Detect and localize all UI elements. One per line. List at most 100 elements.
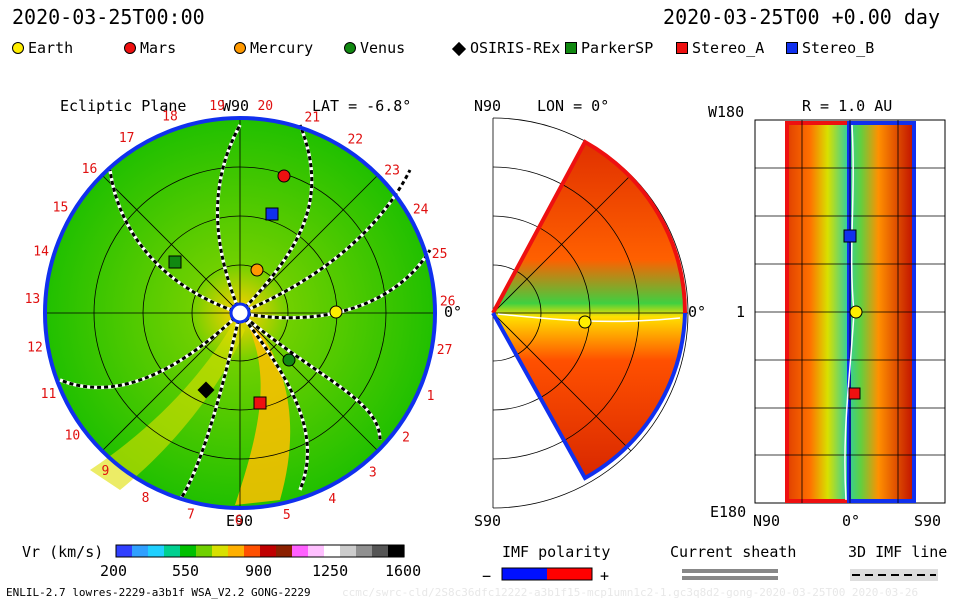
carrington-label: 7 (187, 508, 195, 523)
stereo-a-marker-icon (676, 42, 688, 54)
footer-model-info: ENLIL-2.7 lowres-2229-a3b1f WSA_V2.2 GON… (6, 586, 311, 599)
meridional-earth-marker (578, 315, 592, 329)
imf-negative-bar (502, 568, 547, 580)
ecliptic-top-label: W90 (222, 97, 250, 115)
legend-label: OSIRIS-REx (470, 39, 561, 57)
venus-marker (282, 353, 296, 367)
colorbar-segment (340, 545, 357, 557)
meridional-plot (491, 117, 689, 509)
sphere-left-top: W180 (708, 103, 745, 121)
colorbar-segment (260, 545, 277, 557)
earth-marker-icon (12, 42, 24, 54)
imf-spirals-dash (59, 124, 432, 501)
legend-label: ParkerSP (581, 39, 654, 57)
legend-label: Mercury (250, 39, 314, 57)
colorbar-tick: 200 (100, 562, 128, 580)
ecliptic-boundary (43, 116, 437, 510)
legend-label: Mars (140, 39, 177, 57)
legend-parker: ParkerSP (565, 39, 653, 57)
colorbar-segment (132, 545, 149, 557)
sphere-earth-marker (849, 305, 863, 319)
imf3d-label: 3D IMF line (848, 543, 948, 561)
footer-run-info: ccmc/swrc-cld/2S8c36dfc12222-a3b1f15-mcp… (342, 586, 919, 599)
colorbar-tick: 1600 (385, 562, 422, 580)
carrington-label: 23 (384, 164, 400, 179)
legend-venus: Venus (344, 39, 405, 57)
imf-positive-bar (547, 568, 592, 580)
colorbar-segment (116, 545, 133, 557)
colorbar-segment (212, 545, 229, 557)
carrington-label: 26 (440, 295, 456, 310)
ecliptic-title: Ecliptic Plane (60, 97, 187, 115)
meridional-right-label: 0° (688, 303, 707, 321)
legend-osiris: OSIRIS-REx (451, 39, 561, 57)
sphere-bottom-mid: 0° (842, 512, 861, 530)
sphere-left-bottom: E180 (710, 503, 747, 521)
stereo-a-marker (253, 396, 267, 410)
ecliptic-bottom-label: E90 (226, 512, 254, 530)
imf-plus-label: + (600, 567, 610, 585)
carrington-label: 17 (119, 131, 135, 146)
legend-stereo-b: Stereo_B (786, 39, 874, 57)
sun-icon (229, 302, 251, 324)
imf-minus-label: − (482, 567, 492, 585)
carrington-label: 22 (347, 132, 363, 147)
carrington-label: 10 (65, 429, 81, 444)
meridional-wedge (493, 142, 686, 478)
legend-mercury: Mercury (234, 39, 313, 57)
ecliptic-plane-plot: 2021222324252627123456789101112131415161… (25, 99, 456, 529)
carrington-label: 18 (162, 110, 178, 125)
carrington-label: 11 (41, 387, 57, 402)
sphere-bottom-right: S90 (914, 512, 942, 530)
colorbar-segment (372, 545, 389, 557)
carrington-label: 9 (101, 464, 109, 479)
carrington-label: 19 (209, 99, 225, 114)
colorbar-segment (244, 545, 261, 557)
carrington-label: 27 (437, 343, 453, 358)
meridional-lon-label: LON = 0° (537, 97, 610, 115)
carrington-label: 14 (33, 245, 49, 260)
carrington-label: 20 (257, 99, 273, 114)
sphere-stereo-b-marker (843, 229, 857, 243)
legend-label: Earth (28, 39, 74, 57)
carrington-label: 2 (402, 431, 410, 446)
carrington-label: 6 (235, 514, 243, 529)
current-sheath-line-2 (682, 576, 778, 580)
colorbar-tick: 900 (245, 562, 273, 580)
ecliptic-lat-label: LAT = -6.8° (312, 97, 412, 115)
meridional-top-label: N90 (474, 97, 502, 115)
meridional-imf-line (497, 313, 681, 323)
sphere-left-mid: 1 (736, 303, 746, 321)
colorbar-segment (308, 545, 325, 557)
legend-label: Stereo_A (692, 39, 765, 57)
mars-marker (277, 169, 291, 183)
mercury-marker (250, 263, 264, 277)
legend-label: Stereo_B (802, 39, 875, 57)
mars-marker-icon (124, 42, 136, 54)
parker-marker (168, 255, 182, 269)
current-sheath-label: Current sheath (670, 543, 797, 561)
colorbar-segment (180, 545, 197, 557)
current-sheath-line-1 (682, 569, 778, 573)
carrington-label: 12 (27, 340, 43, 355)
carrington-label: 15 (53, 201, 69, 216)
colorbar-label: Vr (km/s) (22, 543, 104, 561)
meridional-positive-edge (491, 139, 688, 314)
legend-mars: Mars (124, 39, 176, 57)
colorbar-segment (164, 545, 181, 557)
fast-stream-region (235, 325, 291, 505)
carrington-label: 5 (283, 508, 291, 523)
colorbar-segment (196, 545, 213, 557)
carrington-label: 4 (328, 492, 336, 507)
colorbar-segment (388, 545, 405, 557)
sphere-stereo-a-marker (848, 387, 861, 400)
osiris-marker (197, 381, 215, 399)
colorbar-segment (324, 545, 341, 557)
imf-bar-frame (501, 567, 593, 581)
start-date: 2020-03-25T00:00 (12, 5, 205, 29)
stereo-b-marker-icon (786, 42, 798, 54)
colorbar-segment (148, 545, 165, 557)
legend-stereo-a: Stereo_A (676, 39, 764, 57)
legend-earth: Earth (12, 39, 73, 57)
